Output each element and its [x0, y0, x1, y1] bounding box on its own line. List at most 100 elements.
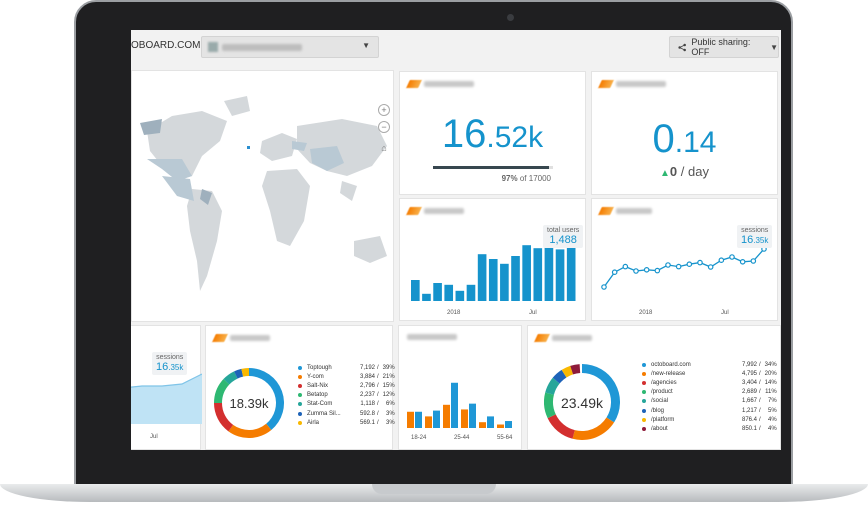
- world-map[interactable]: [132, 71, 395, 323]
- legend-row[interactable]: Airla 569.1/ 3%: [298, 418, 395, 427]
- legend-row[interactable]: Salt-Nix 2,796/15%: [298, 381, 395, 390]
- bar-orange[interactable]: [425, 416, 432, 428]
- legend-value: 7,192: [359, 364, 375, 371]
- data-point[interactable]: [707, 264, 714, 270]
- visits-value-dec: .52k: [486, 121, 544, 154]
- bar[interactable]: [522, 245, 531, 301]
- legend-name: /platform: [651, 416, 675, 423]
- donut-slice[interactable]: [545, 377, 560, 395]
- donut-slice[interactable]: [561, 365, 574, 378]
- progress-track: [433, 166, 553, 169]
- data-point[interactable]: [633, 268, 639, 274]
- bar-orange[interactable]: [479, 422, 486, 428]
- data-point[interactable]: [697, 259, 703, 266]
- data-point[interactable]: [601, 284, 607, 290]
- legend-row[interactable]: Betatop 2,237/12%: [298, 391, 395, 400]
- donut-slice[interactable]: [547, 414, 575, 439]
- legend-row[interactable]: Y-com 3,884/21%: [298, 372, 395, 381]
- bar[interactable]: [555, 249, 565, 301]
- donut-slice[interactable]: [249, 368, 284, 430]
- top-products-donut[interactable]: [214, 368, 284, 438]
- new-users-bar-chart[interactable]: [400, 199, 587, 322]
- bar[interactable]: [444, 284, 454, 301]
- zoom-out-button[interactable]: −: [378, 121, 390, 133]
- bar-orange[interactable]: [497, 424, 504, 428]
- bar[interactable]: [488, 259, 498, 301]
- public-sharing-button[interactable]: Public sharing: OFF ▼: [669, 36, 779, 58]
- bar[interactable]: [500, 263, 509, 301]
- bar-blue[interactable]: [469, 403, 476, 428]
- bar-orange[interactable]: [443, 404, 450, 428]
- legend-percent: 3%: [386, 410, 395, 417]
- bar[interactable]: [433, 283, 442, 301]
- data-point[interactable]: [675, 263, 682, 270]
- bar[interactable]: [411, 280, 420, 301]
- legend-row[interactable]: /product 2,689/ 11%: [642, 388, 777, 397]
- bar[interactable]: [566, 245, 576, 301]
- donut-slice[interactable]: [234, 368, 244, 379]
- bar-blue[interactable]: [415, 411, 422, 428]
- data-point[interactable]: [718, 257, 725, 264]
- legend-row[interactable]: /new-release 4,795/20%: [642, 369, 777, 378]
- data-point[interactable]: [611, 269, 618, 276]
- bar[interactable]: [544, 243, 554, 301]
- home-icon[interactable]: ⌂: [381, 143, 387, 153]
- donut-slice[interactable]: [552, 369, 567, 384]
- donut-slice[interactable]: [241, 368, 249, 377]
- donut-slice[interactable]: [572, 417, 615, 440]
- legend-value: 7,992: [741, 361, 757, 368]
- legend-row[interactable]: /platform 876.4/ 4%: [642, 415, 777, 424]
- bar-orange[interactable]: [407, 411, 414, 428]
- data-point[interactable]: [643, 267, 650, 273]
- bar-blue[interactable]: [505, 421, 512, 428]
- bar-blue[interactable]: [451, 382, 458, 428]
- sessions-line-chart[interactable]: [592, 199, 779, 322]
- donut-slice[interactable]: [214, 403, 234, 432]
- tooltip-value-int: 16: [156, 361, 169, 373]
- donut-slice[interactable]: [228, 423, 272, 438]
- legend-row[interactable]: /about 850.1/ 4%: [642, 424, 777, 433]
- data-point[interactable]: [622, 263, 629, 270]
- data-point[interactable]: [729, 254, 735, 260]
- bar-blue[interactable]: [433, 410, 440, 428]
- legend-name: /product: [651, 389, 673, 396]
- data-point[interactable]: [739, 258, 746, 265]
- donut-slice[interactable]: [214, 379, 230, 403]
- legend-row[interactable]: /agencies 3,404/14%: [642, 378, 777, 387]
- legend-row[interactable]: /social 1,667/ 7%: [642, 397, 777, 406]
- data-point[interactable]: [750, 258, 757, 264]
- bounce-change-suffix: / day: [680, 164, 709, 179]
- legend-separator: /: [377, 410, 379, 417]
- bar-blue[interactable]: [487, 416, 494, 428]
- legend-row[interactable]: octoboard.com 7,992/34%: [642, 360, 777, 369]
- donut-slice[interactable]: [582, 364, 620, 423]
- legend-row[interactable]: /blog 1,217/ 5%: [642, 406, 777, 415]
- bar[interactable]: [477, 254, 487, 301]
- legend-row[interactable]: Toptough 7,192/39%: [298, 363, 395, 372]
- bar[interactable]: [511, 256, 520, 301]
- data-point[interactable]: [654, 267, 661, 274]
- donut-slice[interactable]: [570, 364, 581, 375]
- bar[interactable]: [466, 284, 476, 301]
- donut-slice[interactable]: [223, 371, 238, 385]
- data-point[interactable]: [686, 261, 693, 267]
- x-tick-label: Jul: [150, 434, 158, 440]
- legend-separator: /: [377, 419, 379, 426]
- bar[interactable]: [422, 293, 431, 301]
- zoom-in-button[interactable]: +: [378, 104, 390, 116]
- legend-percent: 11%: [765, 389, 777, 396]
- bar[interactable]: [455, 290, 465, 301]
- bar[interactable]: [533, 248, 543, 301]
- sessions-area-chart[interactable]: [131, 326, 202, 450]
- legend-row[interactable]: Zumma Sil... 592.8/ 3%: [298, 409, 395, 418]
- data-point[interactable]: [665, 262, 671, 268]
- donut-slice[interactable]: [544, 392, 556, 419]
- legend-name: Airla: [307, 419, 320, 426]
- bar-orange[interactable]: [461, 409, 468, 428]
- top-pages-donut[interactable]: [544, 364, 620, 440]
- legend-separator: /: [377, 373, 379, 380]
- legend-row[interactable]: Stat-Com 1,118/ 6%: [298, 400, 395, 409]
- demographics-bar-chart[interactable]: [399, 326, 523, 450]
- datasource-select[interactable]: ▼: [201, 36, 379, 58]
- brand-dropdown[interactable]: OBOARD.COM ▼: [131, 40, 211, 51]
